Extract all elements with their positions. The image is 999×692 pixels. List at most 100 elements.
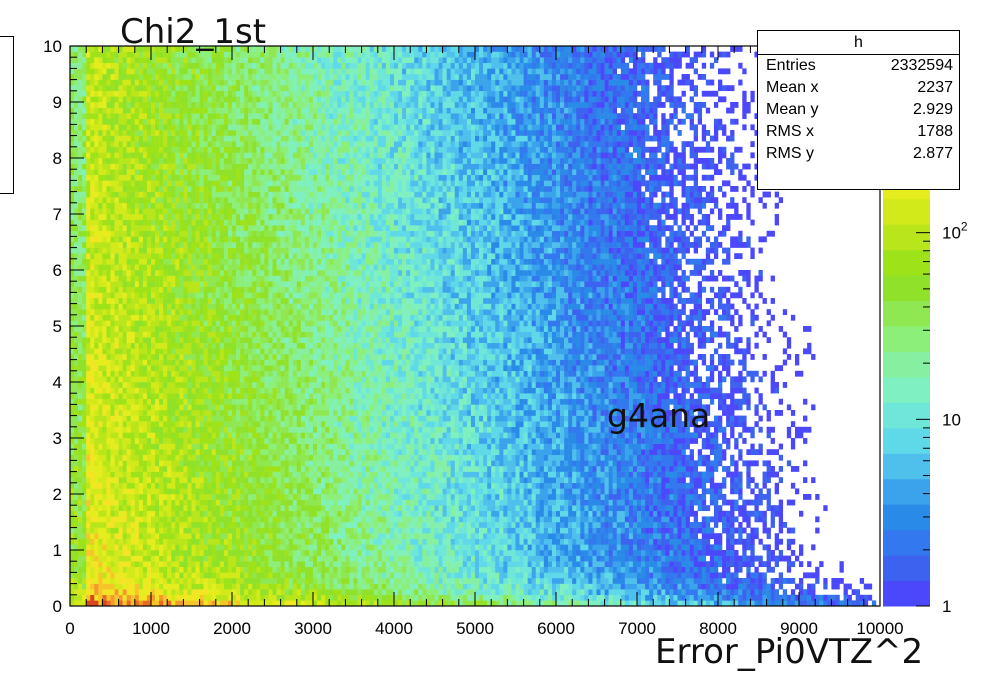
heatmap-cell (82, 286, 87, 293)
heatmap-cell (146, 533, 152, 540)
heatmap-cell (118, 242, 123, 248)
heatmap-cell (203, 482, 208, 489)
heatmap-cell (195, 186, 200, 192)
heatmap-cell (256, 471, 261, 478)
heatmap-cell (183, 415, 188, 422)
heatmap-cell (146, 482, 152, 489)
heatmap-cell (114, 258, 119, 265)
heatmap-cell (163, 370, 168, 377)
heatmap-cell (74, 74, 79, 80)
heatmap-cell (82, 443, 87, 450)
heatmap-cell (82, 432, 87, 439)
heatmap-cell (211, 510, 217, 517)
heatmap-cell (94, 51, 99, 58)
heatmap-cell (118, 550, 123, 556)
heatmap-cell (159, 326, 164, 332)
heatmap-cell (155, 51, 160, 58)
heatmap-cell (146, 298, 152, 304)
heatmap-cell (74, 393, 79, 400)
heatmap-cell (155, 96, 160, 103)
heatmap-cell (90, 477, 95, 484)
heatmap-cell (163, 275, 168, 282)
heatmap-cell (211, 202, 217, 209)
heatmap-cell (102, 146, 107, 153)
heatmap-cell (187, 124, 192, 131)
heatmap-cell (236, 421, 241, 428)
heatmap-cell (199, 331, 204, 338)
heatmap-cell (86, 466, 91, 472)
heatmap-cell (74, 96, 79, 103)
heatmap-cell (155, 555, 160, 562)
heatmap-cell (78, 393, 83, 400)
heatmap-cell (187, 326, 192, 332)
heatmap-cell (260, 376, 265, 383)
heatmap-cell (268, 594, 273, 601)
heatmap-cell (236, 566, 241, 573)
heatmap-cell (167, 270, 172, 276)
heatmap-cell (236, 253, 241, 260)
heatmap-cell (163, 516, 168, 523)
heatmap-cell (236, 174, 241, 181)
heatmap-cell (106, 191, 111, 198)
heatmap-cell (102, 286, 107, 293)
heatmap-cell (215, 281, 221, 288)
heatmap-cell (98, 589, 103, 596)
heatmap-cell (264, 594, 269, 601)
heatmap-cell (268, 320, 273, 327)
heatmap-cell (118, 432, 123, 439)
heatmap-cell (110, 286, 115, 293)
heatmap-cell (260, 527, 265, 534)
heatmap-cell (179, 180, 184, 187)
heatmap-cell (90, 370, 95, 377)
heatmap-cell (106, 51, 111, 58)
heatmap-cell (126, 258, 131, 265)
heatmap-cell (106, 376, 111, 383)
heatmap-cell (264, 505, 269, 512)
heatmap-cell (82, 438, 87, 444)
heatmap-cell (252, 460, 257, 467)
heatmap-cell (90, 303, 95, 310)
heatmap-cell (236, 146, 241, 153)
heatmap-cell (98, 550, 103, 556)
heatmap-cell (138, 561, 144, 568)
heatmap-cell (256, 85, 261, 92)
heatmap-cell (114, 527, 119, 534)
heatmap-cell (223, 158, 229, 164)
heatmap-cell (110, 74, 115, 80)
heatmap-cell (248, 281, 253, 288)
heatmap-cell (130, 303, 136, 310)
heatmap-cell (122, 225, 127, 232)
heatmap-cell (126, 169, 131, 176)
heatmap-cell (151, 410, 156, 416)
heatmap-cell (82, 354, 87, 360)
heatmap-cell (151, 57, 156, 64)
heatmap-cell (167, 466, 172, 472)
heatmap-cell (159, 337, 164, 344)
heatmap-cell (264, 522, 269, 528)
heatmap-cell (90, 359, 95, 366)
heatmap-cell (90, 572, 95, 579)
heatmap-cell (163, 578, 168, 584)
heatmap-cell (175, 107, 180, 114)
heatmap-cell (102, 208, 107, 215)
heatmap-cell (215, 359, 221, 366)
heatmap-cell (256, 438, 261, 444)
heatmap-cell (175, 309, 180, 316)
heatmap-cell (151, 578, 156, 584)
heatmap-cell (86, 505, 91, 512)
heatmap-cell (183, 236, 188, 243)
heatmap-cell (138, 578, 144, 584)
heatmap-cell (126, 68, 131, 75)
heatmap-cell (70, 135, 75, 142)
heatmap-cell (98, 555, 103, 562)
heatmap-cell (232, 555, 237, 562)
heatmap-cell (256, 314, 261, 321)
heatmap-cell (110, 510, 115, 517)
heatmap-cell (70, 460, 75, 467)
heatmap-cell (211, 477, 217, 484)
heatmap-cell (118, 438, 123, 444)
heatmap-cell (138, 113, 144, 120)
heatmap-cell (155, 124, 160, 131)
heatmap-cell (130, 90, 136, 97)
heatmap-cell (203, 466, 208, 472)
